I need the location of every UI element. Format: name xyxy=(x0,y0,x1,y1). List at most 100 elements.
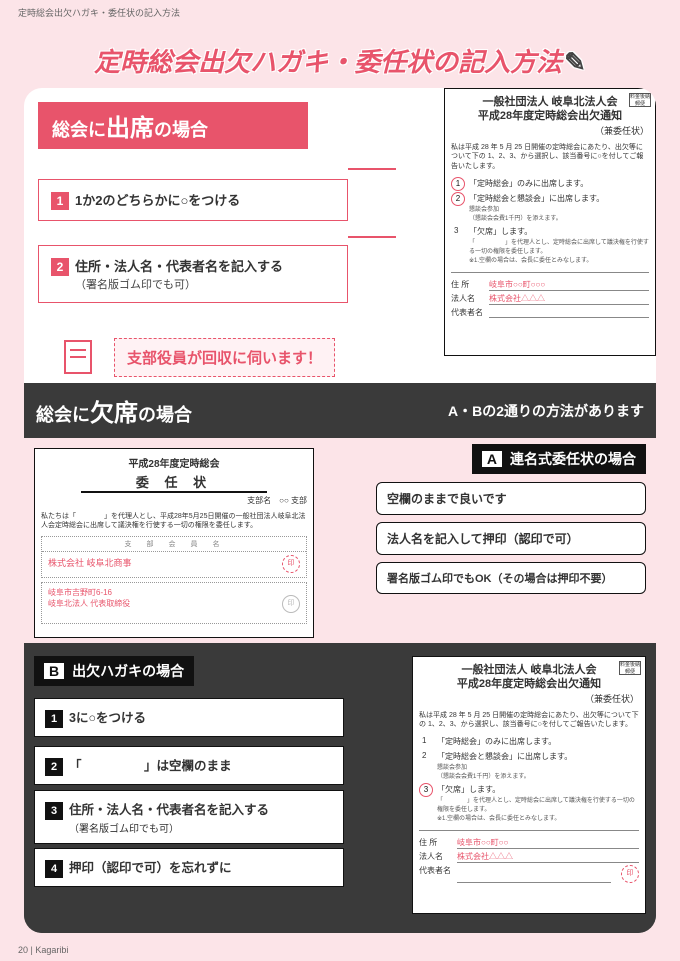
addr-l1-lbl: 住 所 xyxy=(451,279,483,291)
circle-1: 1 xyxy=(451,177,465,191)
connector-line xyxy=(348,168,396,170)
postcard-absent: 料金後納郵便 一般社団法人 岐阜北法人会 平成28年度定時総会出欠通知 （兼委任… xyxy=(412,656,646,914)
r1: 「定時総会」のみに出席します。 xyxy=(469,179,588,188)
b-s3: 住所・法人名・代表者名を記入する xyxy=(69,803,269,817)
pcb-l2l: 法人名 xyxy=(419,851,451,863)
pc-b-org: 一般社団法人 岐阜北法人会 xyxy=(419,663,639,677)
main-panel: 総会に出席の場合 11か2のどちらかに○をつける 2住所・法人名・代表者名を記入… xyxy=(24,88,656,933)
pc-b-title: 平成28年度定時総会出欠通知 xyxy=(419,677,639,691)
document-icon xyxy=(64,340,92,374)
pc-b-body: 私は平成 28 年 5 月 25 日開催の定時総会にあたり、出欠等について下の … xyxy=(419,711,639,731)
absent-section: 総会に欠席の場合 A・Bの2通りの方法があります 平成28年度定時総会 委 任 … xyxy=(24,383,656,933)
bubble-1: 空欄のままで良いです xyxy=(376,482,646,515)
b-s2: 「 」は空欄のまま xyxy=(69,759,232,773)
b-step2: 2 「 」は空欄のまま xyxy=(34,746,344,785)
page-title: 定時総会出欠ハガキ・委任状の記入方法✎ xyxy=(0,42,680,79)
pcb-l2v: 株式会社△△△ xyxy=(457,851,639,863)
pc-b-addr: 住 所岐阜市○○町○○ 法人名株式会社△△△ 代表者名 印 xyxy=(419,830,639,883)
panel-a: 平成28年度定時総会 委 任 状 支部名 ○○ 支部 私たちは「 」を代理人とし… xyxy=(24,438,656,643)
attend-header-pre: 総会に xyxy=(52,120,106,140)
ticket-sub: 委 任 状 xyxy=(81,472,267,493)
addr-l3-val xyxy=(489,307,649,318)
pc-b-sub: （兼委任状） xyxy=(419,692,639,705)
ticket-title: 平成28年度定時総会 xyxy=(41,455,307,470)
b-tag-text: 出欠ハガキの場合 xyxy=(72,661,184,681)
addr-l2-lbl: 法人名 xyxy=(451,293,483,305)
callout-text: 支部役員が回収に伺います！ xyxy=(114,338,335,377)
b-num3: 3 xyxy=(45,802,63,820)
attend-step2: 2 住所・法人名・代表者名を記入する （署名版ゴム印でも可） xyxy=(38,245,348,303)
step2-sub: （署名版ゴム印でも可） xyxy=(75,276,335,292)
pcb-l1v: 岐阜市○○町○○ xyxy=(457,837,639,849)
page-footer: 20 | Kagaribi xyxy=(18,945,68,955)
addr-l2-val: 株式会社△△△ xyxy=(489,293,649,305)
postage-stamp-b: 料金後納郵便 xyxy=(619,661,641,675)
postcard-title: 平成28年度定時総会出欠通知 xyxy=(451,109,649,123)
postcard-addr: 住 所岐阜市○○町○○○ 法人名株式会社△△△ 代表者名 xyxy=(451,272,649,318)
absent-note: A・Bの2通りの方法があります xyxy=(448,401,644,421)
addr-l3-lbl: 代表者名 xyxy=(451,307,483,318)
b-letter: B xyxy=(44,663,64,679)
row1-val: 株式会社 岐阜北商事 xyxy=(42,552,306,573)
panel-b: B 出欠ハガキの場合 1 3に○をつける 2 「 」は空欄のまま 3 住所・法人名・代… xyxy=(24,648,656,933)
postage-stamp: 料金後納郵便 xyxy=(629,93,651,107)
pcb-l3l: 代表者名 xyxy=(419,865,451,883)
b-s1: 3に○をつける xyxy=(69,711,146,725)
a-tag-text: 連名式委任状の場合 xyxy=(510,449,636,469)
b-s3-sub: （署名版ゴム印でも可） xyxy=(69,820,333,835)
b-step4: 4 押印（認印で可）を忘れずに xyxy=(34,848,344,887)
pc-b-r2: 「定時総会と懇談会」に出席します。 xyxy=(437,752,572,761)
step1-text: 1か2のどちらかに○をつける xyxy=(75,193,240,208)
proxy-ticket: 平成28年度定時総会 委 任 状 支部名 ○○ 支部 私たちは「 」を代理人とし… xyxy=(34,448,314,638)
ticket-body: 私たちは「 」を代理人とし、平成28年5月25日開催の一般社団法人岐阜北法人会定… xyxy=(41,512,307,530)
r2: 「定時総会と懇談会」に出席します。 xyxy=(469,194,604,203)
r3: 「欠席」します。 xyxy=(469,227,532,236)
a-letter: A xyxy=(482,451,502,467)
step2-text: 住所・法人名・代表者名を記入する xyxy=(75,259,283,274)
pc-b-list: 1「定時総会」のみに出席します。 2「定時総会と懇談会」に出席します。 懇談会参… xyxy=(419,736,639,822)
circle-3b: 3 xyxy=(419,783,433,797)
r3-sub: 「 」を代理人とし、定時総会に出席して議決権を行使する一切の権限を委任します。 … xyxy=(469,237,649,264)
b-num4: 4 xyxy=(45,860,63,878)
postcard-list: 1 「定時総会」のみに出席します。 2 「定時総会と懇談会」に出席します。 懇談会参… xyxy=(451,178,649,264)
step-num-2: 2 xyxy=(51,258,69,276)
ticket-branch: 支部名 ○○ 支部 xyxy=(41,495,307,506)
r2-sub: 懇談会参加 （懇談会会費1千円）を添えます。 xyxy=(469,204,649,222)
pc-b-n2: 2 xyxy=(422,751,426,760)
connector-line xyxy=(348,236,396,238)
absent-pre: 総会に xyxy=(36,405,90,425)
attend-step1: 1 1か2のどちらかに○をつける xyxy=(38,179,348,221)
attend-header-big: 出席 xyxy=(106,115,154,142)
bubble-2: 法人名を記入して押印（認印で可） xyxy=(376,522,646,555)
row2b: 岐阜北法人 代表取締役 xyxy=(48,598,300,609)
b-tag: B 出欠ハガキの場合 xyxy=(34,656,194,686)
title-text: 定時総会出欠ハガキ・委任状の記入方法 xyxy=(94,47,562,77)
pencil-icon: ✎ xyxy=(564,47,586,78)
step-num-1: 1 xyxy=(51,192,69,210)
row-hdr: 支 部 会 員 名 xyxy=(42,537,306,552)
num-3: 3 xyxy=(454,226,458,235)
seal-b: 印 xyxy=(621,865,639,883)
a-tag: A 連名式委任状の場合 xyxy=(472,444,646,474)
seal-icon-grey: 印 xyxy=(282,595,300,613)
absent-header: 総会に欠席の場合 A・Bの2通りの方法があります xyxy=(24,383,656,438)
page-header: 定時総会出欠ハガキ・委任状の記入方法 xyxy=(18,6,180,19)
b-step3: 3 住所・法人名・代表者名を記入する （署名版ゴム印でも可） xyxy=(34,790,344,844)
pc-b-r2sub: 懇談会参加 （懇談会会費1千円）を添えます。 xyxy=(437,762,639,780)
pc-b-r3sub: 「 」を代理人とし、定時総会に出席して議決権を行使する一切の権限を委任します。 … xyxy=(437,795,639,822)
addr-l1-val: 岐阜市○○町○○○ xyxy=(489,279,649,291)
row2a: 岐阜市吉野町6-16 xyxy=(48,587,300,598)
bubble-3: 署名版ゴム印でもOK（その場合は押印不要） xyxy=(376,562,646,594)
pc-b-r3: 「欠席」します。 xyxy=(437,785,500,794)
postcard-attend: 料金後納郵便 一般社団法人 岐阜北法人会 平成28年度定時総会出欠通知 （兼委任… xyxy=(444,88,656,356)
pc-b-n1: 1 xyxy=(422,736,426,745)
attend-header: 総会に出席の場合 xyxy=(38,102,308,149)
circle-2: 2 xyxy=(451,192,465,206)
b-step1: 1 3に○をつける xyxy=(34,698,344,737)
absent-big: 欠席 xyxy=(90,400,138,427)
b-num2: 2 xyxy=(45,758,63,776)
pcb-l1l: 住 所 xyxy=(419,837,451,849)
b-num1: 1 xyxy=(45,710,63,728)
absent-post: の場合 xyxy=(138,405,192,425)
b-s4: 押印（認印で可）を忘れずに xyxy=(69,861,232,875)
